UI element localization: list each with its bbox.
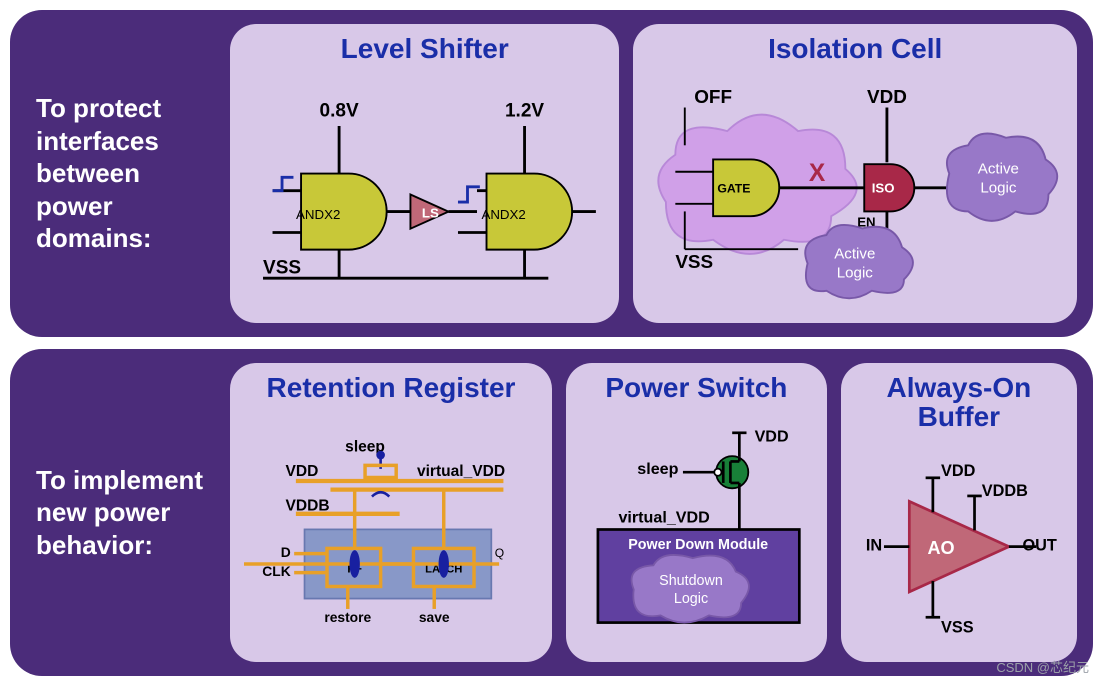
ls-and2-label: ANDX2 [481,208,525,223]
section1-label: To protect interfaces between power doma… [26,92,216,255]
iso-title: Isolation Cell [647,34,1063,63]
iso-iso-label: ISO [872,181,895,196]
ret-vvdd: virtual_VDD [417,463,505,480]
ao-label: AO [927,538,954,558]
iso-active2-b: Logic [837,265,874,282]
ps-vdd: VDD [755,428,789,446]
ret-vdd: VDD [286,463,319,480]
ls-v2-label: 1.2V [505,101,544,122]
ao-in: IN [866,536,882,554]
ao-buffer-diagram: VDD VDDB IN OUT VSS AO [855,432,1063,652]
ao-vddb: VDDB [982,482,1028,500]
iso-active1-b: Logic [981,180,1018,197]
iso-off-label: OFF [695,87,733,108]
iso-x-label: X [809,161,826,188]
card-isolation-cell: Isolation Cell OFF VDD GATE X ISO EN [633,24,1077,323]
ao-vdd: VDD [941,462,976,480]
retention-diagram: sleep VDD virtual_VDD VDDB D CLK Q resto… [244,402,538,652]
card-retention: Retention Register sleep VDD virtual_VDD… [230,363,552,662]
iso-active2-a: Active [835,246,876,263]
ret-d: D [281,544,291,560]
ps-vvdd: virtual_VDD [618,509,709,527]
ls-vss-label: VSS [263,258,301,279]
ps-sleep: sleep [637,460,678,478]
card-level-shifter: Level Shifter VSS ANDX2 0.8V LS [230,24,619,323]
power-switch-title: Power Switch [580,373,813,402]
ret-q: Q [495,546,504,560]
section-implement-behavior: To implement new power behavior: Retenti… [10,349,1093,676]
watermark: CSDN @芯纪元 [996,657,1089,676]
iso-gate-label: GATE [718,182,751,196]
ls-and1-label: ANDX2 [296,208,340,223]
ao-vss: VSS [941,618,974,636]
ret-save: save [419,609,450,625]
ao-title: Always-On Buffer [855,373,1063,432]
iso-vdd-label: VDD [867,87,907,108]
ps-shutdown-b: Logic [674,591,708,607]
card-ao-buffer: Always-On Buffer VDD VDDB IN OUT VSS AO [841,363,1077,662]
ao-out: OUT [1022,536,1056,554]
iso-vss-label: VSS [676,252,714,273]
card-power-switch: Power Switch VDD sleep virtual_VDD Power… [566,363,827,662]
isolation-cell-diagram: OFF VDD GATE X ISO EN Active Logic [647,63,1063,313]
retention-title: Retention Register [244,373,538,402]
level-shifter-diagram: VSS ANDX2 0.8V LS ANDX2 [244,63,605,313]
ls-v1-label: 0.8V [320,101,359,122]
section-protect-interfaces: To protect interfaces between power doma… [10,10,1093,337]
iso-active1-a: Active [978,161,1019,178]
level-shifter-title: Level Shifter [244,34,605,63]
ret-restore: restore [324,609,371,625]
ls-ls-label: LS [422,206,439,221]
ps-shutdown-a: Shutdown [659,573,723,589]
section2-label: To implement new power behavior: [26,464,216,562]
power-switch-diagram: VDD sleep virtual_VDD Power Down Module … [580,402,813,652]
ps-module: Power Down Module [628,538,768,554]
